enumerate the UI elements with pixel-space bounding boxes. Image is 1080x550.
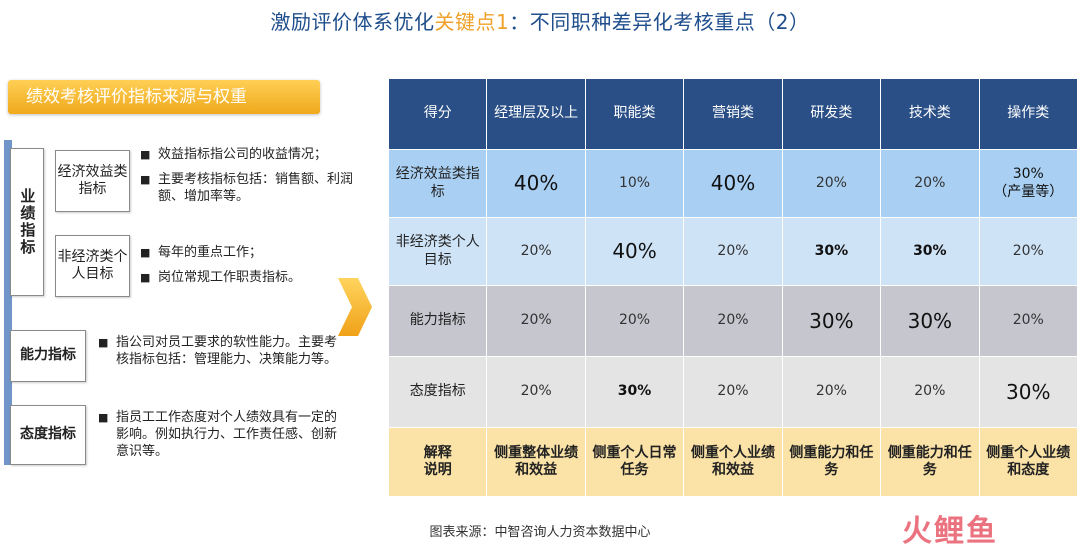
row-label: 非经济类个人目标: [387, 217, 488, 286]
right-arrow-icon: [338, 278, 372, 336]
table-cell: 20%: [978, 285, 1079, 357]
table-cell: 30%: [781, 285, 882, 357]
attitude-box: 态度指标: [10, 405, 86, 465]
table-cell: 20%: [683, 285, 783, 357]
table-row: 能力指标 20% 20% 20% 30% 30% 20%: [387, 285, 1079, 357]
attitude-bullets: 指员工工作态度对个人绩效具有一定的影响。例如执行力、工作责任感、创新意识等。: [98, 409, 348, 460]
col-header-score: 得分: [387, 78, 488, 150]
attitude-bullet: 指员工工作态度对个人绩效具有一定的影响。例如执行力、工作责任感、创新意识等。: [98, 409, 348, 460]
table-header-row: 得分 经理层及以上 职能类 营销类 研发类 技术类 操作类: [387, 78, 1079, 150]
col-header-operation: 操作类: [978, 78, 1079, 150]
econ-bullet-2: 主要考核指标包括：销售额、利润额、增加率等。: [140, 171, 370, 205]
nonecon-indicator-label: 非经济类个人目标: [57, 248, 128, 283]
title-highlight: 关键点1: [434, 10, 510, 34]
ability-bullets: 指公司对员工要求的软性能力。主要考核指标包括：管理能力、决策能力等。: [98, 334, 348, 368]
nonecon-bullet-1: 每年的重点工作；: [140, 244, 370, 261]
table-cell: 30%: [880, 217, 980, 286]
row-label: 能力指标: [387, 285, 488, 357]
col-header-function: 职能类: [584, 78, 685, 150]
col-header-tech: 技术类: [880, 78, 980, 150]
row-label: 经济效益类指标: [387, 149, 488, 218]
nonecon-bullets: 每年的重点工作； 岗位常规工作职责指标。: [140, 244, 370, 286]
table-cell: 20%: [683, 217, 783, 286]
ability-box: 能力指标: [10, 330, 86, 382]
table-cell: 侧重能力和任务: [781, 427, 882, 497]
table-row: 解释说明 侧重整体业绩和效益 侧重个人日常任务 侧重个人业绩和效益 侧重能力和任…: [387, 427, 1079, 497]
col-header-marketing: 营销类: [683, 78, 783, 150]
table-cell: 侧重能力和任务: [880, 427, 980, 497]
table-row: 态度指标 20% 30% 20% 20% 20% 30%: [387, 356, 1079, 428]
table-cell: 30%: [978, 356, 1079, 428]
table-cell: 20%: [880, 149, 980, 218]
table-cell: 40%: [486, 149, 586, 218]
table-row: 经济效益类指标 40% 10% 40% 20% 20% 30% （产量等）: [387, 149, 1079, 218]
title-prefix: 激励评价体系优化: [270, 10, 435, 34]
table-cell: 10%: [584, 149, 685, 218]
table-cell: 30%: [880, 285, 980, 357]
table-cell: 30%: [781, 217, 882, 286]
table-cell: 20%: [486, 356, 586, 428]
ability-bullet: 指公司对员工要求的软性能力。主要考核指标包括：管理能力、决策能力等。: [98, 334, 348, 368]
left-banner: 绩效考核评价指标来源与权重: [8, 80, 320, 114]
table-cell: 30% （产量等）: [978, 149, 1079, 218]
econ-bullets: 效益指标指公司的收益情况； 主要考核指标包括：销售额、利润额、增加率等。: [140, 146, 370, 205]
title-suffix: ：不同职种差异化考核重点（2）: [509, 10, 810, 34]
performance-box: 业绩指标: [10, 148, 44, 296]
table-cell: 侧重个人日常任务: [584, 427, 685, 497]
econ-indicator-box: 经济效益类指标: [55, 150, 130, 212]
row-label: 解释说明: [387, 427, 488, 497]
table-cell: 20%: [486, 285, 586, 357]
table-cell: 20%: [584, 285, 685, 357]
table-cell: 20%: [880, 356, 980, 428]
table-row: 非经济类个人目标 20% 40% 20% 30% 30% 20%: [387, 217, 1079, 286]
table-cell: 20%: [683, 356, 783, 428]
table-cell: 40%: [584, 217, 685, 286]
econ-bullet-1: 效益指标指公司的收益情况；: [140, 146, 370, 163]
table-cell: 20%: [781, 356, 882, 428]
weight-table: 得分 经理层及以上 职能类 营销类 研发类 技术类 操作类 经济效益类指标 40…: [387, 78, 1079, 497]
table-cell: 侧重个人业绩和效益: [683, 427, 783, 497]
col-header-manager: 经理层及以上: [486, 78, 586, 150]
table-cell: 20%: [781, 149, 882, 218]
table-cell: 30%: [584, 356, 685, 428]
table-cell: 20%: [486, 217, 586, 286]
table-cell: 40%: [683, 149, 783, 218]
page-title: 激励评价体系优化关键点1：不同职种差异化考核重点（2）: [0, 6, 1080, 35]
table-cell: 侧重整体业绩和效益: [486, 427, 586, 497]
table-cell: 20%: [978, 217, 1079, 286]
table-cell: 侧重个人业绩和态度: [978, 427, 1079, 497]
col-header-rnd: 研发类: [781, 78, 882, 150]
nonecon-bullet-2: 岗位常规工作职责指标。: [140, 269, 370, 286]
row-label: 态度指标: [387, 356, 488, 428]
nonecon-indicator-box: 非经济类个人目标: [55, 235, 130, 297]
left-rail: [4, 140, 12, 465]
source-note: 图表来源：中智咨询人力资本数据中心: [429, 525, 651, 540]
econ-indicator-label: 经济效益类指标: [57, 163, 128, 198]
watermark-logo: 火鲤鱼: [902, 514, 998, 549]
